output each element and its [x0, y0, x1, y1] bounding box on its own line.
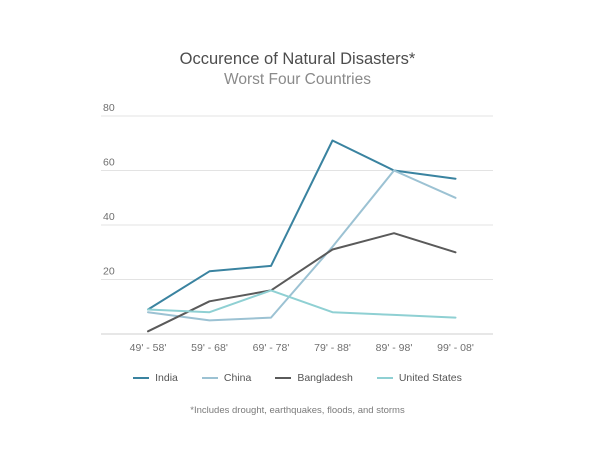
x-tick-label: 89' - 98' [376, 342, 413, 354]
legend-swatch [133, 377, 150, 379]
legend-item: Bangladesh [275, 372, 353, 384]
chart-footnote: *Includes drought, earthquakes, floods, … [190, 405, 405, 416]
chart-legend: India China Bangladesh United States [0, 372, 595, 384]
y-tick-label: 80 [103, 102, 115, 114]
x-tick-label: 79' - 88' [314, 342, 351, 354]
series-line-bangladesh [147, 232, 457, 333]
y-tick-label: 40 [103, 211, 115, 223]
legend-item: China [201, 372, 252, 384]
x-tick-label: 49' - 58' [130, 342, 167, 354]
legend-swatch [275, 377, 292, 379]
y-tick-label: 60 [103, 157, 115, 169]
legend-label: China [223, 372, 252, 384]
legend-label: United States [398, 372, 462, 384]
series-line-india [147, 139, 457, 311]
x-tick-label: 59' - 68' [191, 342, 228, 354]
series-line-united-states [147, 289, 457, 319]
legend-swatch [376, 377, 393, 379]
legend-item: United States [376, 372, 462, 384]
legend-label: Bangladesh [297, 372, 353, 384]
chart-subtitle: Worst Four Countries [223, 71, 371, 88]
legend-swatch [201, 377, 218, 379]
legend-item: India [133, 372, 178, 384]
x-tick-label: 69' - 78' [253, 342, 290, 354]
series-line-china [147, 169, 457, 322]
chart-title: Occurence of Natural Disasters* [179, 50, 416, 68]
legend-label: India [155, 372, 178, 384]
y-tick-label: 20 [103, 266, 115, 278]
x-tick-label: 99' - 08' [437, 342, 474, 354]
